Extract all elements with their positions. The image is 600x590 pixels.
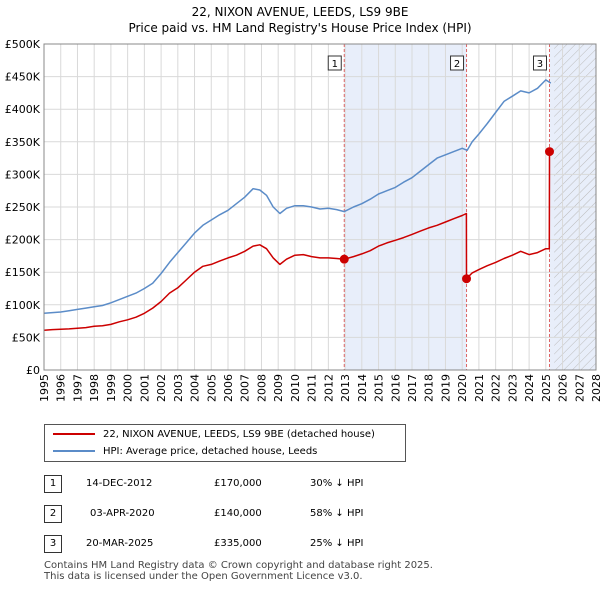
chart-legend: 22, NIXON AVENUE, LEEDS, LS9 9BE (detach… [44, 424, 406, 462]
x-tick-label: 2027 [573, 374, 586, 402]
x-tick-label: 2024 [523, 374, 536, 402]
property-price-line [43, 151, 551, 331]
legend-label-hpi: HPI: Average price, detached house, Leed… [103, 446, 318, 457]
x-tick-label: 2011 [306, 374, 319, 402]
sale-marker-badge [532, 55, 547, 71]
y-tick-label: £100K [5, 299, 41, 312]
transaction-price: £140,000 [214, 508, 262, 519]
x-tick-label: 2002 [155, 374, 168, 402]
x-tick-label: 1997 [71, 374, 84, 402]
x-tick-label: 1999 [105, 374, 118, 402]
price-chart: 1 2 3 £0 £50K £100K £150K £200K £250K £300K £350K… [5, 38, 600, 402]
x-tick-label: 2004 [189, 374, 202, 402]
sale-marker-badge [327, 55, 342, 71]
x-tick-label: 2020 [456, 374, 469, 402]
x-tick-label: 2015 [373, 374, 386, 402]
x-tick-label: 2008 [255, 374, 268, 402]
y-tick-label: £150K [5, 266, 41, 279]
transaction-hpi-diff: 58% ↓ HPI [310, 508, 364, 519]
legend-item-hpi: HPI: Average price, detached house, Leed… [53, 444, 317, 460]
sale-point [544, 147, 554, 157]
x-tick-label: 2001 [138, 374, 151, 402]
transaction-date: 14-DEC-2012 [86, 478, 153, 489]
y-tick-label: £450K [5, 71, 41, 84]
table-row: 2 03-APR-2020 £140,000 58% ↓ HPI [0, 505, 600, 523]
x-tick-label: 2021 [473, 374, 486, 402]
sale-marker-label: 1 [332, 59, 338, 70]
x-tick-label: 2013 [339, 374, 352, 402]
transaction-badge: 3 [44, 535, 62, 553]
x-tick-label: 1996 [55, 374, 68, 402]
legend-label-property: 22, NIXON AVENUE, LEEDS, LS9 9BE (detach… [103, 429, 375, 440]
x-tick-label: 2016 [389, 374, 402, 402]
footer: Contains HM Land Registry data © Crown c… [44, 560, 433, 582]
x-tick-label: 2003 [172, 374, 185, 402]
y-tick-label: £400K [5, 103, 41, 116]
hpi-line [43, 79, 552, 315]
legend-swatch-hpi [53, 450, 95, 452]
x-tick-label: 2025 [540, 374, 553, 402]
x-tick-label: 2009 [272, 374, 285, 402]
legend-swatch-property [53, 433, 95, 435]
x-tick-label: 2019 [439, 374, 452, 402]
footer-licence: This data is licensed under the Open Gov… [44, 571, 363, 582]
transaction-badge: 1 [44, 475, 62, 493]
transaction-hpi-diff: 30% ↓ HPI [310, 478, 364, 489]
plot-border [43, 43, 597, 371]
x-tick-label: 2005 [205, 374, 218, 402]
x-tick-label: 2012 [322, 374, 335, 402]
x-tick-label: 2014 [356, 374, 369, 402]
x-tick-label: 1998 [88, 374, 101, 402]
y-tick-label: £200K [5, 234, 41, 247]
table-row: 1 14-DEC-2012 £170,000 30% ↓ HPI [0, 475, 600, 493]
sale-marker-badge [450, 55, 465, 71]
transaction-price: £170,000 [214, 478, 262, 489]
transaction-price: £335,000 [214, 538, 262, 549]
x-tick-label: 2018 [423, 374, 436, 402]
x-tick-label: 2017 [406, 374, 419, 402]
table-row: 3 20-MAR-2025 £335,000 25% ↓ HPI [0, 535, 600, 553]
transaction-hpi-diff: 25% ↓ HPI [310, 538, 364, 549]
x-tick-label: 2010 [289, 374, 302, 402]
chart-title-line1: 22, NIXON AVENUE, LEEDS, LS9 9BE [191, 5, 409, 19]
transaction-date: 03-APR-2020 [90, 508, 155, 519]
y-tick-label: £0 [26, 364, 40, 377]
sale-point [339, 254, 349, 264]
x-tick-label: 2007 [239, 374, 252, 402]
y-tick-label: £500K [5, 38, 41, 51]
y-tick-label: £50K [12, 331, 41, 344]
sale-marker-label: 3 [537, 59, 543, 70]
chart-title-line2: Price paid vs. HM Land Registry's House … [128, 21, 472, 35]
x-tick-label: 2000 [122, 374, 135, 402]
y-tick-label: £250K [5, 201, 41, 214]
x-tick-label: 2026 [557, 374, 570, 402]
x-tick-label: 2023 [506, 374, 519, 402]
x-tick-label: 2006 [222, 374, 235, 402]
legend-item-property: 22, NIXON AVENUE, LEEDS, LS9 9BE (detach… [53, 427, 375, 443]
sale-marker-label: 2 [454, 59, 460, 70]
x-tick-label: 2022 [490, 374, 503, 402]
transaction-badge: 2 [44, 505, 62, 523]
footer-copyright: Contains HM Land Registry data © Crown c… [44, 560, 433, 571]
x-tick-label: 1995 [38, 374, 51, 402]
transaction-date: 20-MAR-2025 [86, 538, 154, 549]
x-tick-label: 2028 [590, 374, 600, 402]
y-tick-label: £300K [5, 168, 41, 181]
sale-point [462, 274, 472, 284]
y-tick-label: £350K [5, 136, 41, 149]
